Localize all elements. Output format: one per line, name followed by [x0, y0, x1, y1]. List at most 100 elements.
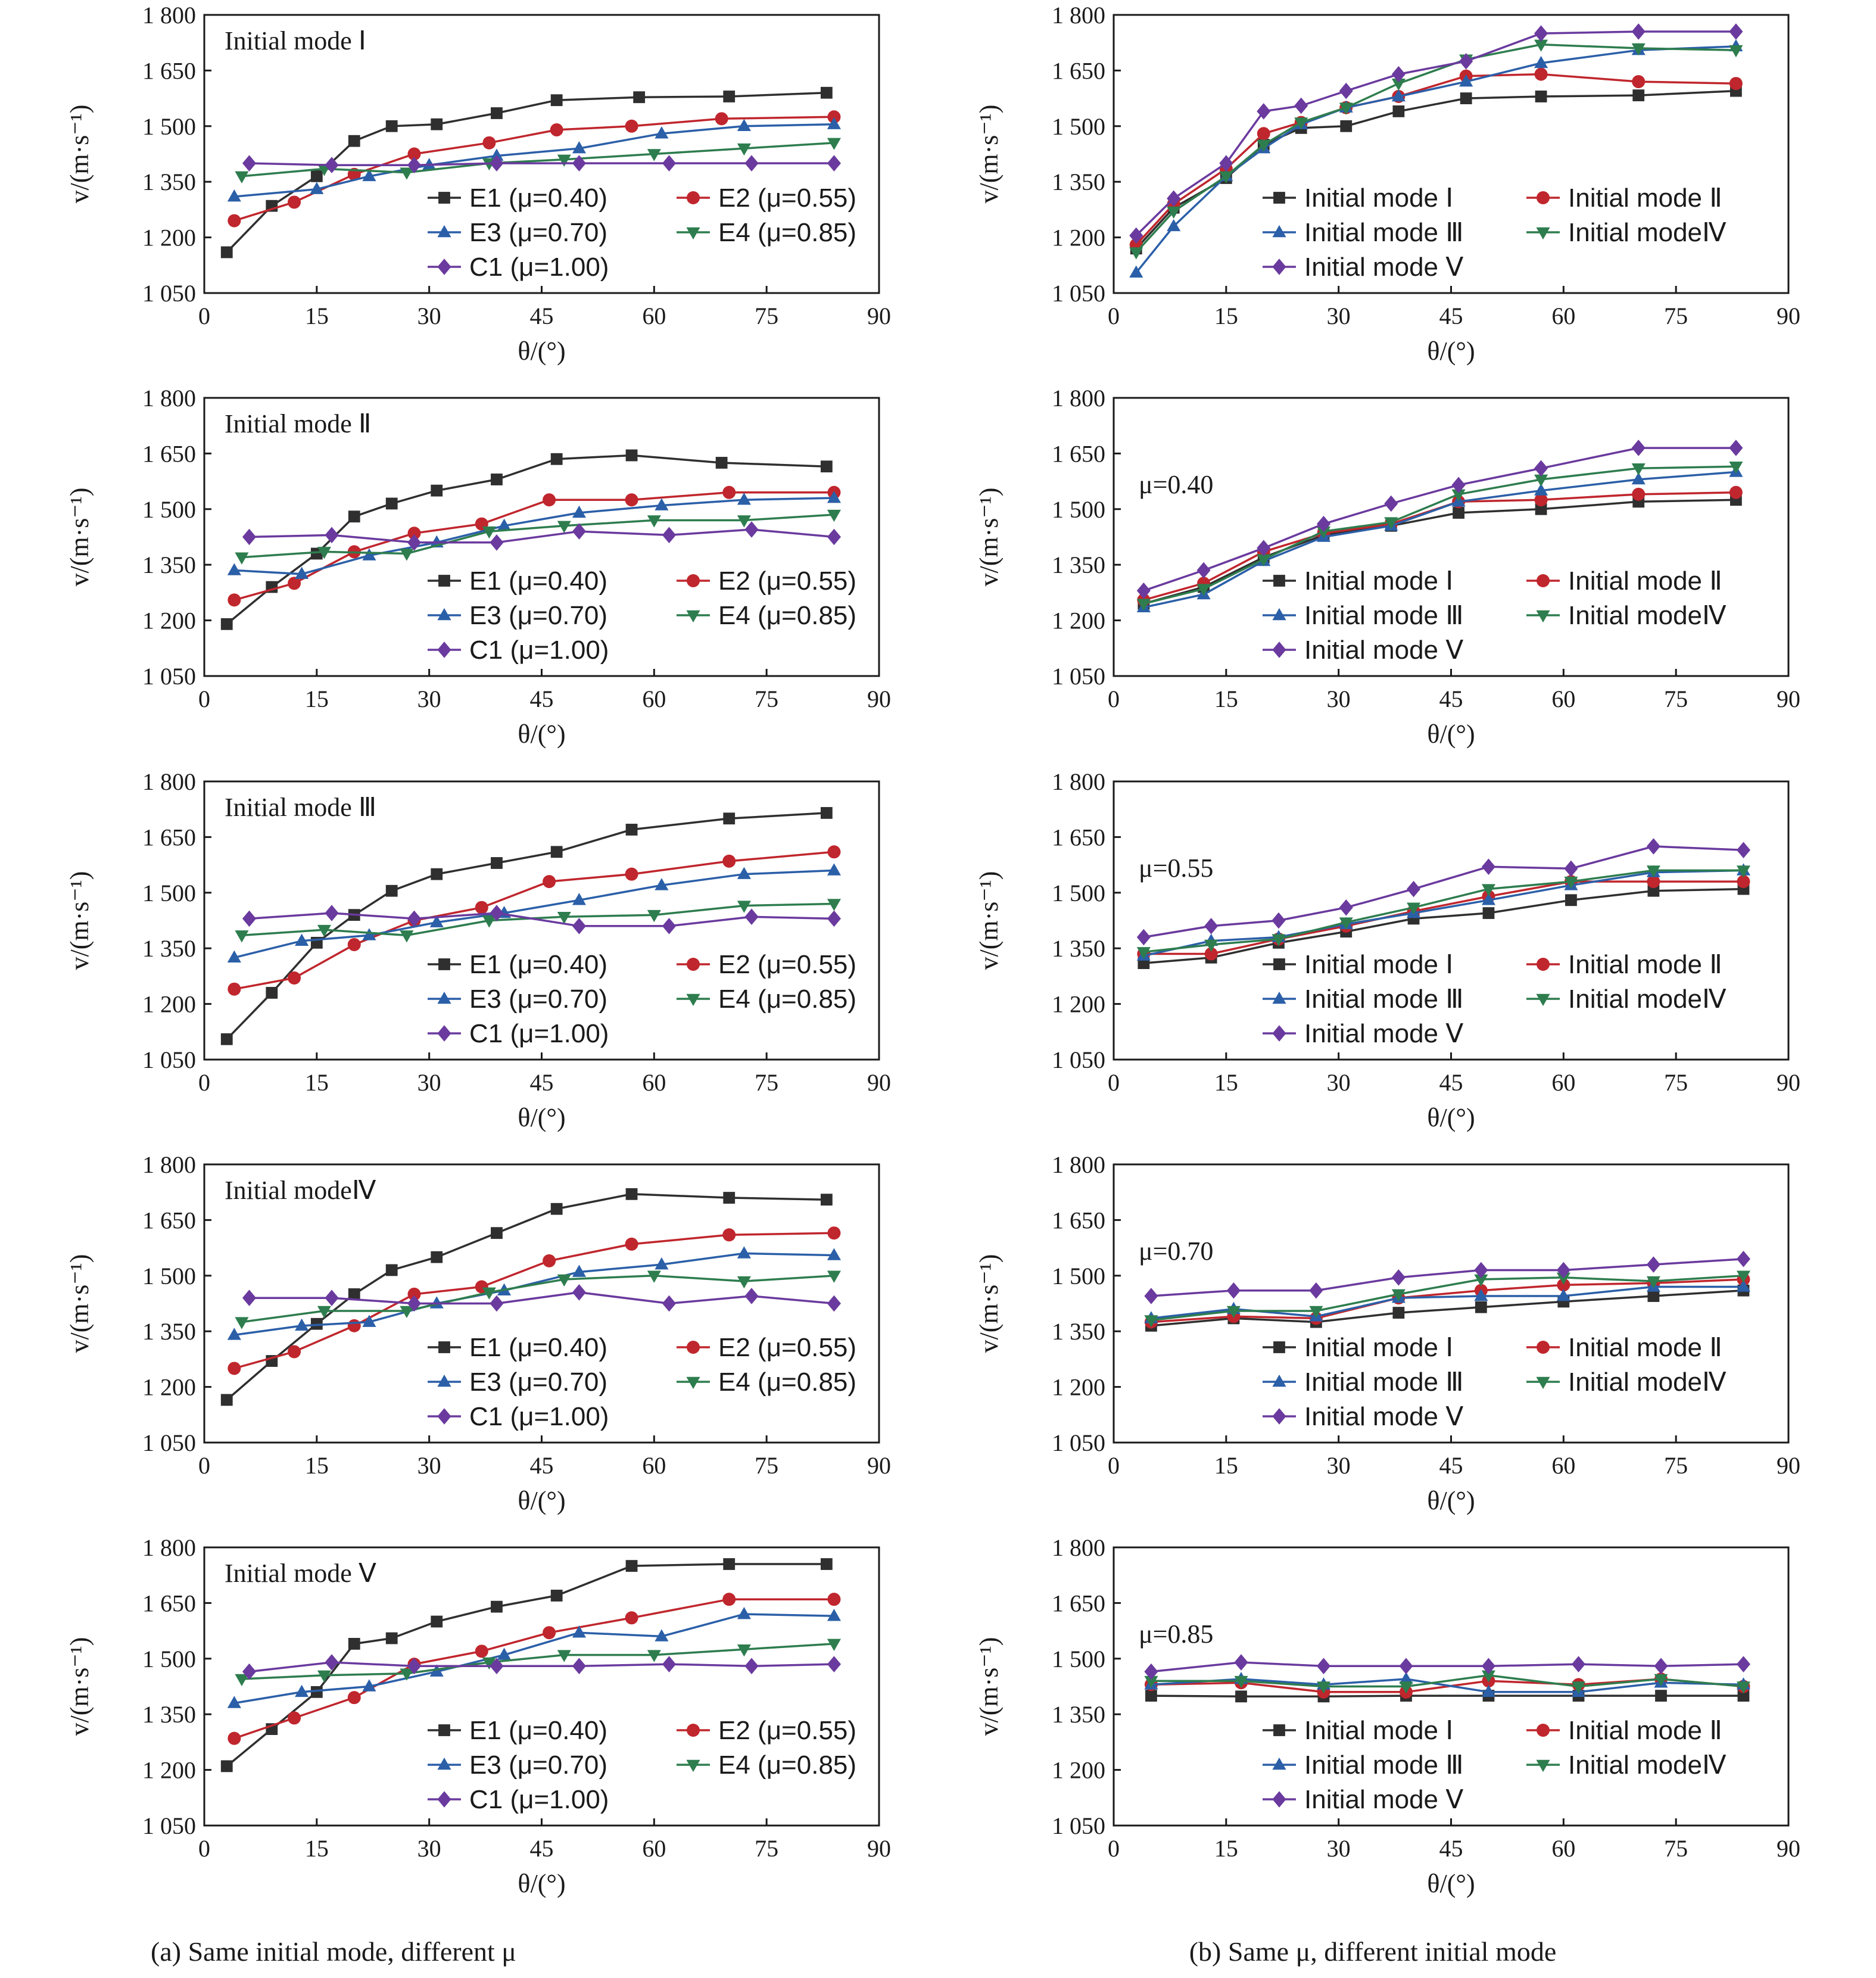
- x-tick-label: 75: [755, 303, 778, 329]
- data-point-e3: [655, 498, 669, 510]
- data-point-initial-mode: [1451, 489, 1466, 501]
- data-point-initial-mode: [1392, 1307, 1405, 1319]
- data-point-initial-mode: [1647, 1290, 1660, 1302]
- x-tick-label: 75: [1664, 1069, 1688, 1096]
- data-point-e3: [362, 548, 376, 560]
- x-tick-label: 90: [867, 303, 891, 329]
- data-point-e3: [295, 1684, 309, 1697]
- data-point-e4: [482, 915, 496, 928]
- data-point-e3: [737, 1246, 751, 1259]
- data-point-e2: [347, 1319, 361, 1332]
- data-point-e2: [475, 901, 488, 914]
- data-point-c1: [325, 527, 339, 544]
- y-tick-label: 1 050: [142, 1812, 196, 1839]
- data-point-c1: [572, 1658, 586, 1675]
- data-point-initial-mode: [1235, 1690, 1247, 1703]
- data-point-e1: [348, 1637, 360, 1650]
- x-tick-label: 0: [1108, 1835, 1120, 1862]
- legend-label: Initial mode Ⅴ: [1304, 1785, 1463, 1814]
- y-tick-label: 1 200: [142, 991, 196, 1018]
- data-point-e4: [647, 149, 661, 161]
- data-point-e3: [497, 518, 512, 531]
- data-point-initial-mode: [1556, 1261, 1570, 1279]
- data-point-e3: [572, 141, 586, 154]
- data-point-initial-mode: [1384, 517, 1398, 529]
- data-point-initial-mode: [1257, 554, 1271, 566]
- panel-annotation: μ=0.40: [1139, 470, 1213, 499]
- data-point-initial-mode: [1316, 526, 1331, 539]
- data-point-e1: [625, 1560, 638, 1572]
- y-tick-label: 1 650: [142, 824, 196, 851]
- legend-label: E4 (μ=0.85): [718, 601, 856, 630]
- data-point-e1: [385, 120, 398, 132]
- data-point-initial-mode: [1460, 92, 1472, 104]
- y-tick-label: 1 800: [1052, 1534, 1105, 1561]
- data-point-c1: [662, 1656, 677, 1672]
- legend-label: E1 (μ=0.40): [469, 183, 607, 213]
- legend-label: Initial modeⅣ: [1568, 1750, 1727, 1780]
- y-tick-label: 1 350: [142, 1701, 196, 1728]
- data-point-e2: [543, 1626, 556, 1640]
- series-line-initial-mode: [1151, 1661, 1744, 1673]
- x-tick-label: 30: [417, 1452, 441, 1479]
- series-line-initial-mode: [1151, 1275, 1744, 1322]
- x-tick-label: 0: [198, 303, 210, 329]
- data-point-e1: [310, 170, 323, 182]
- legend-label: E1 (μ=0.40): [469, 950, 607, 979]
- data-point-e1: [491, 107, 503, 119]
- data-point-initial-mode: [1534, 55, 1548, 68]
- data-point-e4: [737, 901, 751, 913]
- data-point-e1: [310, 1686, 323, 1698]
- y-tick-label: 1 050: [142, 280, 196, 307]
- y-tick-label: 1 800: [142, 1151, 196, 1178]
- legend-marker-initial-mode: [1536, 1376, 1550, 1390]
- y-tick-label: 1 800: [1052, 385, 1105, 412]
- y-tick-label: 1 200: [142, 1757, 196, 1784]
- data-point-e3: [227, 1328, 241, 1340]
- data-point-initial-mode: [1736, 1251, 1751, 1267]
- data-point-initial-mode: [1631, 472, 1646, 485]
- data-point-e4: [557, 1650, 571, 1662]
- data-point-e2: [288, 971, 301, 985]
- legend-label: E3 (μ=0.70): [469, 218, 607, 247]
- chart-panel-left-2: 0 15 30 45 60 75 90 1 050 1 200 1 350 1 500 1 650 1 …: [65, 385, 891, 749]
- data-point-c1: [242, 155, 257, 172]
- data-point-initial-mode: [1167, 206, 1181, 219]
- data-point-e1: [348, 510, 360, 523]
- data-point-e4: [647, 515, 661, 528]
- data-point-e3: [572, 505, 586, 518]
- x-tick-label: 30: [417, 1069, 441, 1096]
- y-tick-label: 1 500: [1052, 1263, 1105, 1289]
- legend-marker-initial-mode: [1536, 227, 1550, 240]
- y-tick-label: 1 350: [142, 552, 196, 578]
- x-tick-label: 45: [1439, 303, 1463, 329]
- y-tick-label: 1 200: [142, 1374, 196, 1401]
- data-point-e2: [827, 1226, 841, 1240]
- data-point-c1: [744, 908, 759, 926]
- x-tick-label: 45: [1439, 1452, 1463, 1479]
- data-point-initial-mode: [1136, 599, 1151, 611]
- data-point-e1: [625, 449, 638, 462]
- data-point-initial-mode: [1646, 865, 1660, 878]
- data-point-e1: [491, 857, 503, 869]
- y-tick-label: 1 200: [142, 225, 196, 251]
- x-tick-label: 60: [1551, 303, 1575, 329]
- x-tick-label: 90: [867, 1452, 891, 1479]
- data-point-e1: [820, 1558, 833, 1570]
- data-point-initial-mode: [1481, 1684, 1495, 1697]
- y-tick-label: 1 650: [142, 1590, 196, 1616]
- legend-label: Initial mode Ⅱ: [1568, 1333, 1722, 1362]
- y-tick-label: 1 200: [1052, 991, 1105, 1018]
- legend-marker-e1: [438, 1724, 450, 1736]
- plot-frame: [1112, 397, 1790, 677]
- data-point-initial-mode: [1481, 893, 1495, 905]
- legend-label: Initial mode Ⅴ: [1304, 1019, 1463, 1048]
- data-point-initial-mode: [1309, 1306, 1323, 1319]
- series-line-c1: [249, 162, 834, 166]
- data-point-c1: [572, 918, 586, 935]
- data-point-initial-mode: [1535, 503, 1547, 515]
- data-point-initial-mode: [1632, 75, 1646, 89]
- legend-label: E4 (μ=0.85): [718, 218, 856, 247]
- y-tick-label: 1 350: [1052, 1701, 1105, 1728]
- x-tick-label: 15: [1214, 303, 1238, 329]
